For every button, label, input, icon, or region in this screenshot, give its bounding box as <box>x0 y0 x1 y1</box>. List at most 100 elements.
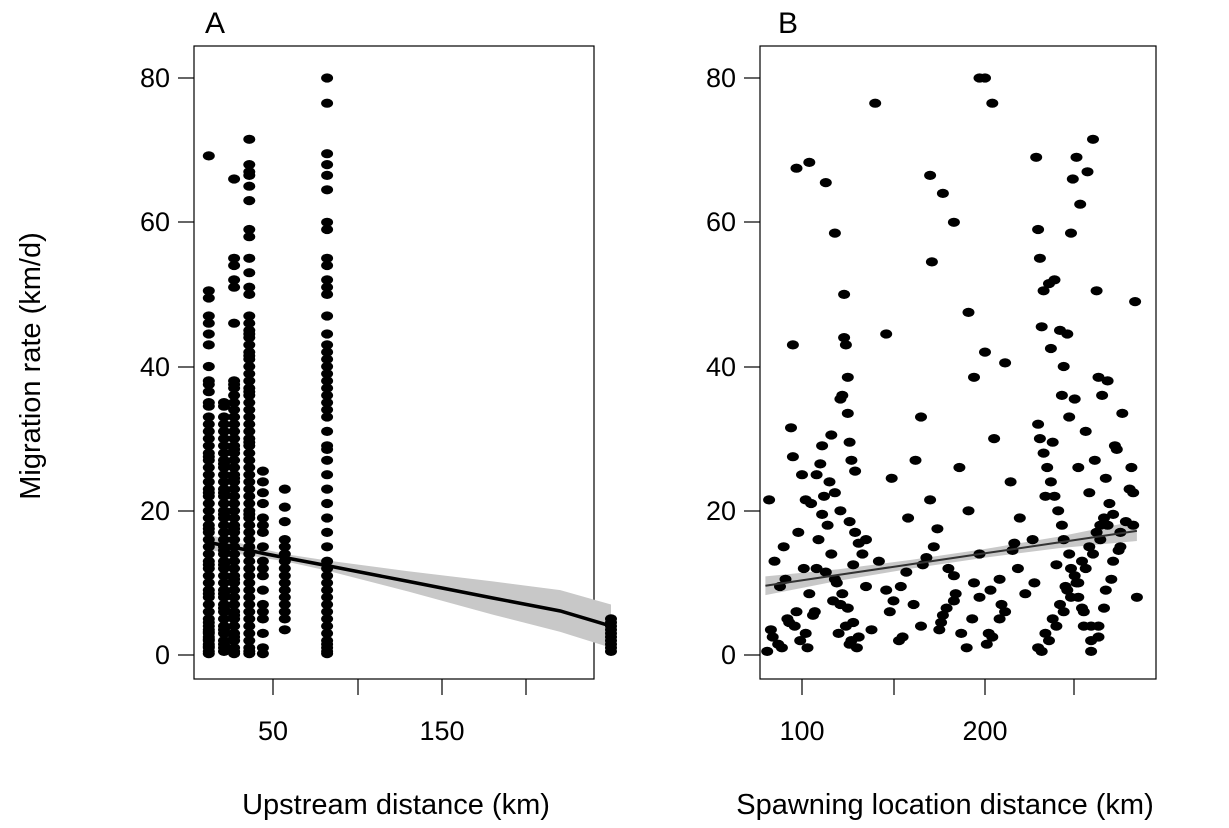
panel-a-data-point <box>243 578 256 588</box>
panel-a-data-point <box>243 412 256 422</box>
panel-b-data-point <box>942 563 955 574</box>
panel-b-data-point <box>940 603 953 613</box>
panel-b-data-point <box>933 625 946 635</box>
panel-b-fit-line <box>765 529 1138 587</box>
panel-a-data-point <box>202 571 215 581</box>
panel-a-data-point <box>256 563 269 574</box>
panel-a-data-point <box>321 289 334 299</box>
panel-b-data-point <box>1050 560 1063 570</box>
panel-a-data-point <box>218 426 230 436</box>
panel-a-data-point <box>278 599 291 610</box>
panel-b-data-point <box>1083 542 1096 552</box>
panel-a-data-point <box>202 387 215 397</box>
panel-b-data-point <box>955 628 968 639</box>
panel-b-data-point <box>1072 462 1085 473</box>
panel-b-data-point <box>1090 527 1103 538</box>
panel-b-data-point <box>1065 228 1077 238</box>
panel-a-data-point <box>218 560 230 570</box>
panel-b-data-point <box>1039 491 1052 501</box>
panel-a-data-point <box>243 329 256 339</box>
panel-a-data-point <box>228 506 241 516</box>
panel-b-data-point <box>1048 491 1061 501</box>
panel-b-data-point <box>1099 473 1112 483</box>
panel-a-data-point <box>243 405 256 415</box>
panel-a-data-point <box>228 535 241 545</box>
panel-a-data-point <box>243 607 256 617</box>
panel-b-data-point <box>1041 462 1054 473</box>
panel-a-data-point <box>243 477 256 487</box>
panel-b-data-point <box>775 643 788 653</box>
panel-a-data-point <box>243 599 256 610</box>
panel-b-data-point <box>814 459 827 469</box>
panel-b-data-point <box>962 307 975 317</box>
panel-b-data-point <box>783 617 796 628</box>
panel-a-data-point <box>256 488 269 498</box>
panel-b-data-point <box>790 163 803 173</box>
panel-a-data-point <box>228 599 241 610</box>
panel-b-data-point <box>907 599 920 610</box>
panel-a-data-point <box>228 455 241 465</box>
panel-b-data-point <box>993 574 1006 584</box>
panel-a-data-point <box>243 369 256 379</box>
panel-b-data-point <box>1105 574 1118 584</box>
panel-b-data-point <box>847 617 860 628</box>
panel-a-data-point <box>228 610 241 620</box>
panel-a-y-tick-label: 20 <box>140 496 170 526</box>
panel-a-data-point <box>321 170 334 180</box>
panel-b-data-point <box>885 473 898 483</box>
panel-a-data-point <box>202 361 215 372</box>
panel-a-data-point <box>228 498 241 509</box>
panel-a-data-point <box>218 625 230 635</box>
panel-b-data-point <box>1083 488 1096 498</box>
panel-b-data-point <box>1011 563 1024 574</box>
panel-a-data-point <box>202 589 215 599</box>
panel-a-data-point <box>321 398 334 408</box>
panel-b-data-point <box>986 632 999 642</box>
panel-b-data-point <box>1065 592 1077 602</box>
panel-b-data-point <box>1101 520 1114 530</box>
panel-a-data-point <box>218 448 230 458</box>
panel-a-data-point <box>321 340 334 350</box>
panel-a-data-point <box>278 535 291 545</box>
panel-b-data-point <box>1037 286 1050 296</box>
panel-b-data-point <box>810 470 823 480</box>
panel-a-data-point <box>228 491 241 501</box>
panel-b-data-point <box>1119 517 1132 527</box>
panel-b-data-point <box>843 517 856 527</box>
panel-b-data-point <box>986 98 999 108</box>
panel-a-data-point <box>243 268 256 278</box>
panel-b-data-point <box>1057 607 1070 617</box>
panel-a-data-point <box>202 151 215 161</box>
panel-a-data-point <box>243 614 256 624</box>
panel-a-data-point <box>243 282 256 292</box>
panel-b-data-point <box>796 470 808 480</box>
panel-b-data-point <box>785 423 797 433</box>
panel-b-data-point <box>845 455 858 465</box>
panel-a-data-point <box>243 455 256 465</box>
panel-a-data-point <box>256 556 269 566</box>
panel-b-data-point <box>979 347 991 357</box>
panel-b-data-point <box>993 614 1006 624</box>
panel-a-data-point <box>218 520 230 530</box>
panel-a-data-point <box>202 560 215 570</box>
panel-a-data-point <box>321 275 334 285</box>
panel-b-data-point <box>803 157 816 167</box>
panel-b-points-layer <box>761 73 1143 657</box>
panel-a-data-point <box>256 466 269 476</box>
panel-b-data-point <box>915 412 927 422</box>
panel-b-data-point <box>1028 578 1041 588</box>
panel-b-data-point <box>1008 538 1021 548</box>
panel-b-data-point <box>1072 578 1085 588</box>
panel-a-data-point <box>321 470 334 480</box>
panel-a-data-point <box>218 545 230 556</box>
panel-a-data-point <box>202 441 215 451</box>
panel-b-data-point <box>869 98 882 108</box>
panel-a-data-point <box>321 217 334 227</box>
panel-a-data-point <box>243 448 256 458</box>
panel-a-data-point <box>218 441 230 451</box>
panel-b-data-point <box>1079 426 1092 436</box>
panel-a-data-point <box>228 649 241 659</box>
panel-b-data-point <box>1107 556 1120 566</box>
panel-a-data-point <box>256 649 269 659</box>
panel-a-data-point <box>228 549 241 559</box>
